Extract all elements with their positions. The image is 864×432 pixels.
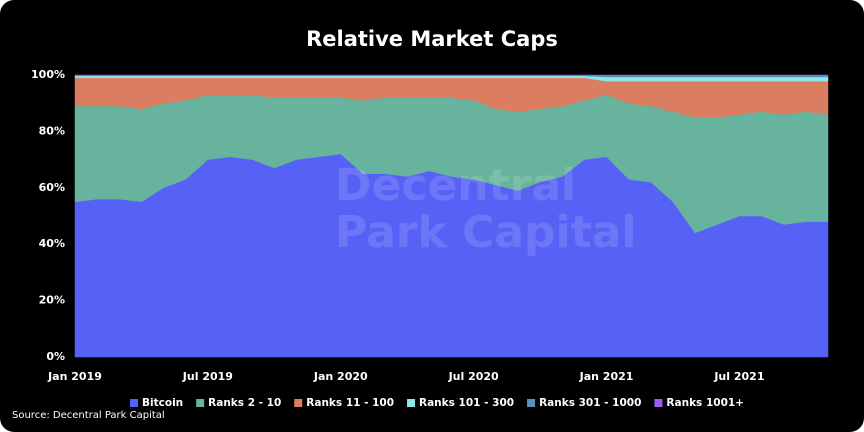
legend-item: Ranks 2 - 10 [196, 397, 281, 409]
x-tick-label: Jul 2020 [448, 370, 499, 383]
source: Source: Decentral Park Capital [12, 410, 165, 421]
legend-item: Bitcoin [130, 397, 183, 409]
legend-swatch [527, 399, 536, 407]
legend-label: Bitcoin [142, 397, 183, 409]
legend-label: Ranks 301 - 1000 [539, 397, 641, 409]
y-tick-label: 60% [39, 181, 65, 194]
legend-label: Ranks 101 - 300 [419, 397, 514, 409]
x-tick-label: Jan 2021 [579, 370, 634, 383]
legend-swatch [654, 399, 663, 407]
y-tick-label: 0% [46, 350, 65, 363]
legend-swatch [130, 399, 139, 407]
legend-label: Ranks 1001+ [666, 397, 744, 409]
x-tick-label: Jan 2019 [47, 370, 102, 383]
legend-label: Ranks 11 - 100 [306, 397, 394, 409]
y-tick-label: 20% [39, 294, 65, 307]
legend-item: Ranks 1001+ [654, 397, 744, 409]
legend-item: Ranks 101 - 300 [407, 397, 514, 409]
y-tick-label: 40% [39, 237, 65, 250]
x-tick-label: Jul 2019 [182, 370, 233, 383]
y-tick-label: 80% [39, 124, 65, 137]
watermark: Decentral Park Capital [335, 160, 636, 258]
watermark-text: Decentral [335, 160, 576, 211]
legend-item: Ranks 11 - 100 [294, 397, 394, 409]
legend-swatch [196, 399, 205, 407]
chart-title: Relative Market Caps [306, 27, 558, 51]
plot-area [74, 74, 829, 358]
x-tick-label: Jul 2021 [713, 370, 764, 383]
legend: Bitcoin Ranks 2 - 10 Ranks 11 - 100 Ranks 1… [130, 397, 744, 409]
x-tick-label: Jan 2020 [313, 370, 368, 383]
legend-swatch [294, 399, 303, 407]
watermark-text: Park Capital [335, 207, 636, 258]
legend-label: Ranks 2 - 10 [208, 397, 281, 409]
legend-swatch [407, 399, 416, 407]
y-tick-label: 100% [31, 68, 65, 81]
legend-item: Ranks 301 - 1000 [527, 397, 641, 409]
